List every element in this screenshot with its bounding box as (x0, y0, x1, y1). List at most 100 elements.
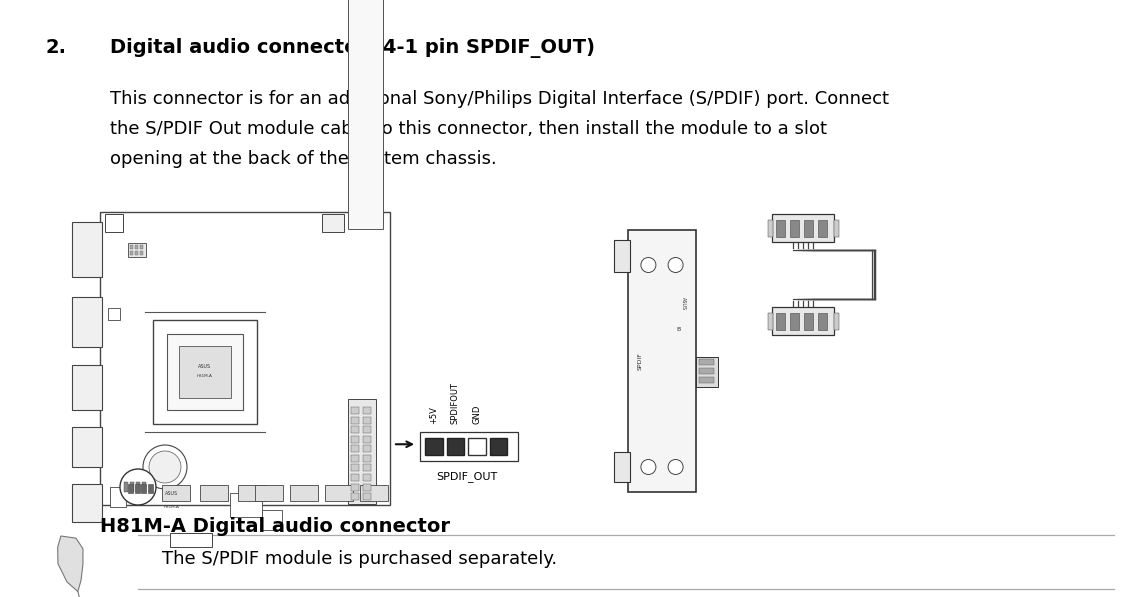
Bar (130, 251, 133, 255)
Bar (170, 533, 212, 547)
Bar (351, 426, 359, 433)
Bar (130, 245, 133, 250)
Bar (363, 417, 371, 424)
Text: SPDIF: SPDIF (637, 352, 643, 370)
Text: GND: GND (472, 404, 482, 423)
Text: H81M-A: H81M-A (197, 374, 213, 378)
Bar (834, 220, 839, 237)
Circle shape (149, 451, 181, 483)
Bar (200, 485, 228, 501)
Bar (351, 445, 359, 453)
Bar (348, 399, 376, 504)
Bar (776, 220, 785, 237)
Bar (351, 417, 359, 424)
Bar (72, 222, 102, 277)
Bar (818, 313, 827, 330)
Text: ASUS: ASUS (681, 297, 685, 310)
Bar (262, 510, 283, 530)
Bar (128, 243, 146, 257)
Bar (363, 426, 371, 433)
Bar (768, 220, 773, 237)
Bar (108, 308, 120, 320)
Text: SPDIFOUT: SPDIFOUT (451, 381, 460, 423)
Bar (72, 297, 102, 347)
Bar (148, 484, 152, 493)
Bar (804, 220, 813, 237)
Bar (818, 220, 827, 237)
Bar (351, 436, 359, 443)
Text: SPDIF_OUT: SPDIF_OUT (437, 471, 498, 482)
Bar (238, 485, 267, 501)
Bar (804, 313, 813, 330)
Text: ASUS: ASUS (198, 364, 212, 368)
Bar (135, 245, 138, 250)
Bar (351, 474, 359, 481)
Bar (363, 464, 371, 472)
Bar (363, 455, 371, 462)
Bar (130, 482, 134, 492)
Bar (72, 484, 102, 522)
Bar (468, 438, 485, 455)
Bar (699, 359, 714, 365)
Circle shape (668, 257, 683, 272)
Bar (768, 313, 773, 330)
Bar (135, 251, 138, 255)
Text: H81M-A Digital audio connector: H81M-A Digital audio connector (100, 517, 450, 536)
Bar (363, 474, 371, 481)
Bar (153, 320, 257, 424)
Text: The S/PDIF module is purchased separately.: The S/PDIF module is purchased separatel… (162, 550, 557, 568)
Text: ASUS: ASUS (166, 491, 178, 497)
Bar (128, 484, 133, 493)
Bar (142, 482, 146, 492)
Bar (110, 487, 126, 507)
Text: +5V: +5V (429, 405, 438, 423)
Circle shape (641, 257, 656, 272)
Bar (360, 485, 388, 501)
Bar (178, 346, 231, 398)
Bar (614, 240, 630, 272)
Text: the S/PDIF Out module cable to this connector, then install the module to a slot: the S/PDIF Out module cable to this conn… (110, 120, 827, 138)
Bar (140, 251, 143, 255)
Bar (351, 493, 359, 500)
Bar (699, 377, 714, 383)
Bar (791, 220, 799, 237)
Bar (72, 427, 102, 467)
Text: 2.: 2. (45, 38, 66, 57)
Bar (772, 307, 834, 335)
Bar (230, 493, 262, 517)
Bar (699, 368, 714, 374)
Text: This connector is for an additional Sony/Philips Digital Interface (S/PDIF) port: This connector is for an additional Sony… (110, 90, 889, 108)
Bar (348, 0, 383, 224)
Circle shape (641, 460, 656, 475)
Bar (446, 438, 464, 455)
Circle shape (143, 445, 186, 489)
Bar (141, 484, 146, 493)
Bar (351, 464, 359, 472)
Bar (351, 455, 359, 462)
Text: B: B (676, 327, 681, 332)
Bar (614, 452, 630, 482)
Bar (351, 484, 359, 491)
Bar (363, 408, 371, 414)
Bar (776, 313, 785, 330)
Bar (628, 230, 696, 492)
Bar (136, 482, 140, 492)
Bar (696, 357, 718, 387)
Bar (255, 485, 283, 501)
Text: opening at the back of the system chassis.: opening at the back of the system chassi… (110, 150, 496, 168)
Bar (348, 0, 383, 229)
Bar (325, 485, 353, 501)
Bar (834, 313, 839, 330)
Circle shape (668, 460, 683, 475)
Bar (289, 485, 318, 501)
Bar (105, 214, 124, 232)
Bar (791, 313, 799, 330)
Bar (167, 334, 243, 410)
Text: H81M-A: H81M-A (164, 505, 180, 509)
Bar (363, 493, 371, 500)
Text: Digital audio connector (4-1 pin SPDIF_OUT): Digital audio connector (4-1 pin SPDIF_O… (110, 38, 595, 58)
Bar (162, 485, 190, 501)
Bar (420, 432, 518, 461)
Bar (363, 484, 371, 491)
Bar (772, 214, 834, 242)
